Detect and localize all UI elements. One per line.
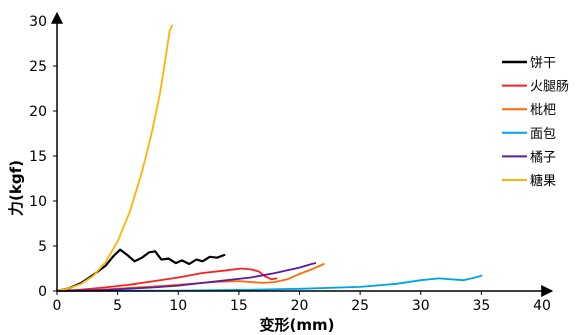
legend-label-2: 火腿肠 <box>530 80 569 95</box>
axes-layer <box>51 11 554 297</box>
x-tick-label: 30 <box>412 298 430 314</box>
x-tick-label: 40 <box>533 298 551 314</box>
series-line-2 <box>56 267 278 292</box>
y-tick-label: 25 <box>29 59 47 75</box>
x-tick-label: 10 <box>169 298 187 314</box>
x-tick-label: 15 <box>230 298 248 314</box>
x-tick-label: 25 <box>351 298 369 314</box>
y-tick-label: 20 <box>29 104 47 120</box>
series-line-3 <box>56 263 325 292</box>
y-tick-label: 30 <box>29 14 47 30</box>
y-axis-title: 力(kgf) <box>7 160 25 216</box>
series-line-5 <box>56 262 317 292</box>
legend-label-5: 橘子 <box>530 149 556 165</box>
ticks-layer: 0 5 10 15 20 25 30 35 40 0 5 10 15 20 25 30 <box>29 14 551 314</box>
series-line-6 <box>56 24 174 292</box>
y-tick-label: 0 <box>38 284 47 300</box>
legend-label-6: 糖果 <box>530 173 556 189</box>
y-tick-label: 15 <box>29 149 47 165</box>
series-layer <box>55 24 483 293</box>
legend-label-3: 枇杷 <box>530 103 556 118</box>
x-tick-label: 0 <box>53 298 62 314</box>
series-line-1 <box>55 248 226 293</box>
x-tick-label: 5 <box>113 298 122 314</box>
x-axis-title: 变形(mm) <box>260 316 335 334</box>
y-tick-label: 5 <box>38 239 47 255</box>
legend-label-1: 饼干 <box>530 56 556 71</box>
legend-label-4: 面包 <box>530 127 556 142</box>
y-tick-label: 10 <box>29 194 47 210</box>
x-tick-label: 35 <box>472 298 490 314</box>
x-tick-label: 20 <box>291 298 309 314</box>
